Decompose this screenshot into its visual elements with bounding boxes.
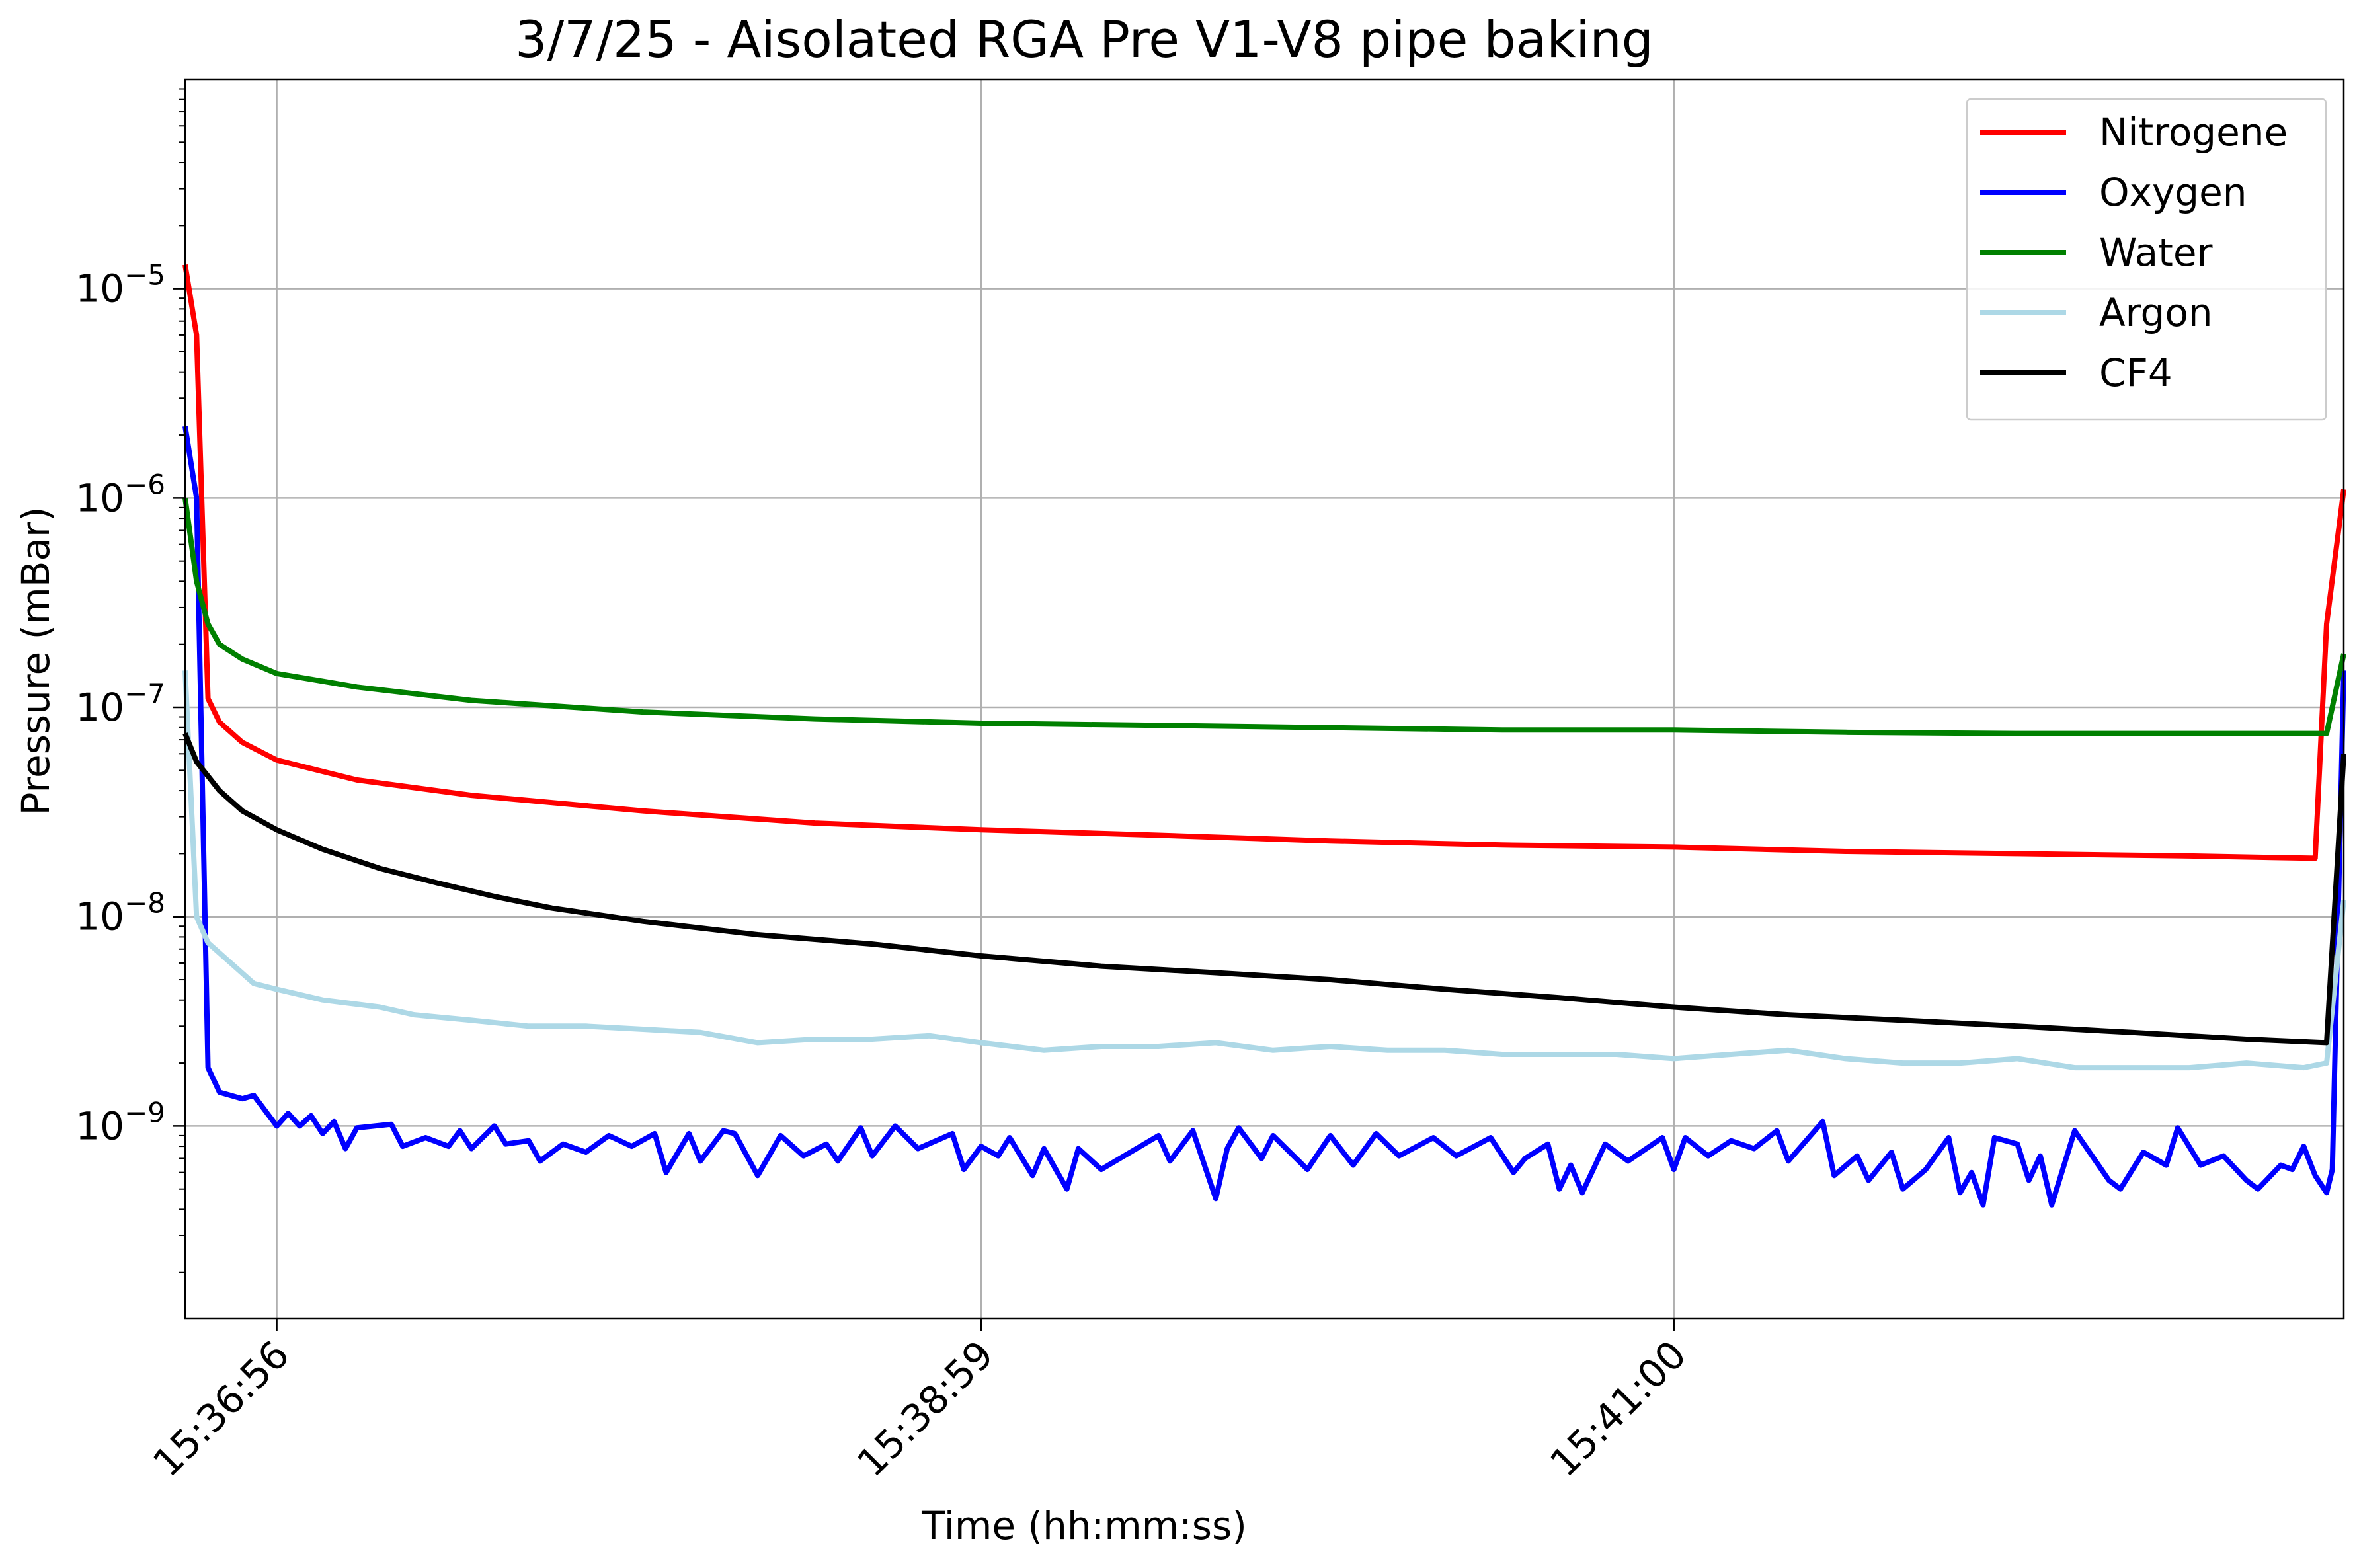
y-tick-label: 10−7 bbox=[75, 678, 165, 730]
y-tick-label: 10−5 bbox=[75, 259, 165, 311]
plot-area-frame bbox=[184, 78, 2345, 1320]
y-tick-label: 10−6 bbox=[75, 468, 165, 520]
y-tick-base: 10 bbox=[75, 685, 124, 730]
y-tick-base: 10 bbox=[75, 266, 124, 311]
series-lines bbox=[182, 264, 2346, 1208]
y-tick-exponent: −9 bbox=[124, 1096, 165, 1128]
y-tick-base: 10 bbox=[75, 1103, 124, 1148]
x-axis-label: Time (hh:mm:ss) bbox=[921, 1503, 1247, 1548]
y-tick-exponent: −7 bbox=[124, 678, 165, 710]
legend-box bbox=[1966, 98, 2327, 421]
y-tick-exponent: −6 bbox=[124, 468, 165, 500]
y-axis: 10−910−810−710−610−5 bbox=[75, 88, 185, 1273]
legend: Nitrogene Oxygen Water Argon CF4 bbox=[1966, 98, 2327, 421]
y-tick-exponent: −5 bbox=[124, 259, 165, 292]
y-axis-label: Pressure (mBar) bbox=[13, 506, 58, 815]
legend-label: Nitrogene bbox=[2099, 110, 2288, 155]
y-tick-label: 10−9 bbox=[75, 1096, 165, 1148]
series-line-argon bbox=[182, 670, 2346, 1071]
chart-title: 3/7/25 - Aisolated RGA Pre V1-V8 pipe ba… bbox=[515, 10, 1654, 69]
series-line-oxygen bbox=[182, 426, 2346, 1208]
series-line-nitrogene bbox=[182, 264, 2346, 861]
y-tick-label: 10−8 bbox=[75, 887, 165, 939]
legend-label: Argon bbox=[2099, 290, 2213, 335]
series-line-water bbox=[182, 497, 2346, 736]
legend-label: Oxygen bbox=[2099, 170, 2247, 215]
legend-label: Water bbox=[2099, 230, 2213, 275]
series-line-cf4 bbox=[182, 732, 2346, 1046]
y-tick-base: 10 bbox=[75, 475, 124, 520]
legend-label: CF4 bbox=[2099, 350, 2173, 395]
y-tick-exponent: −8 bbox=[124, 887, 165, 920]
y-tick-base: 10 bbox=[75, 894, 124, 939]
grid-lines bbox=[185, 79, 2344, 1319]
